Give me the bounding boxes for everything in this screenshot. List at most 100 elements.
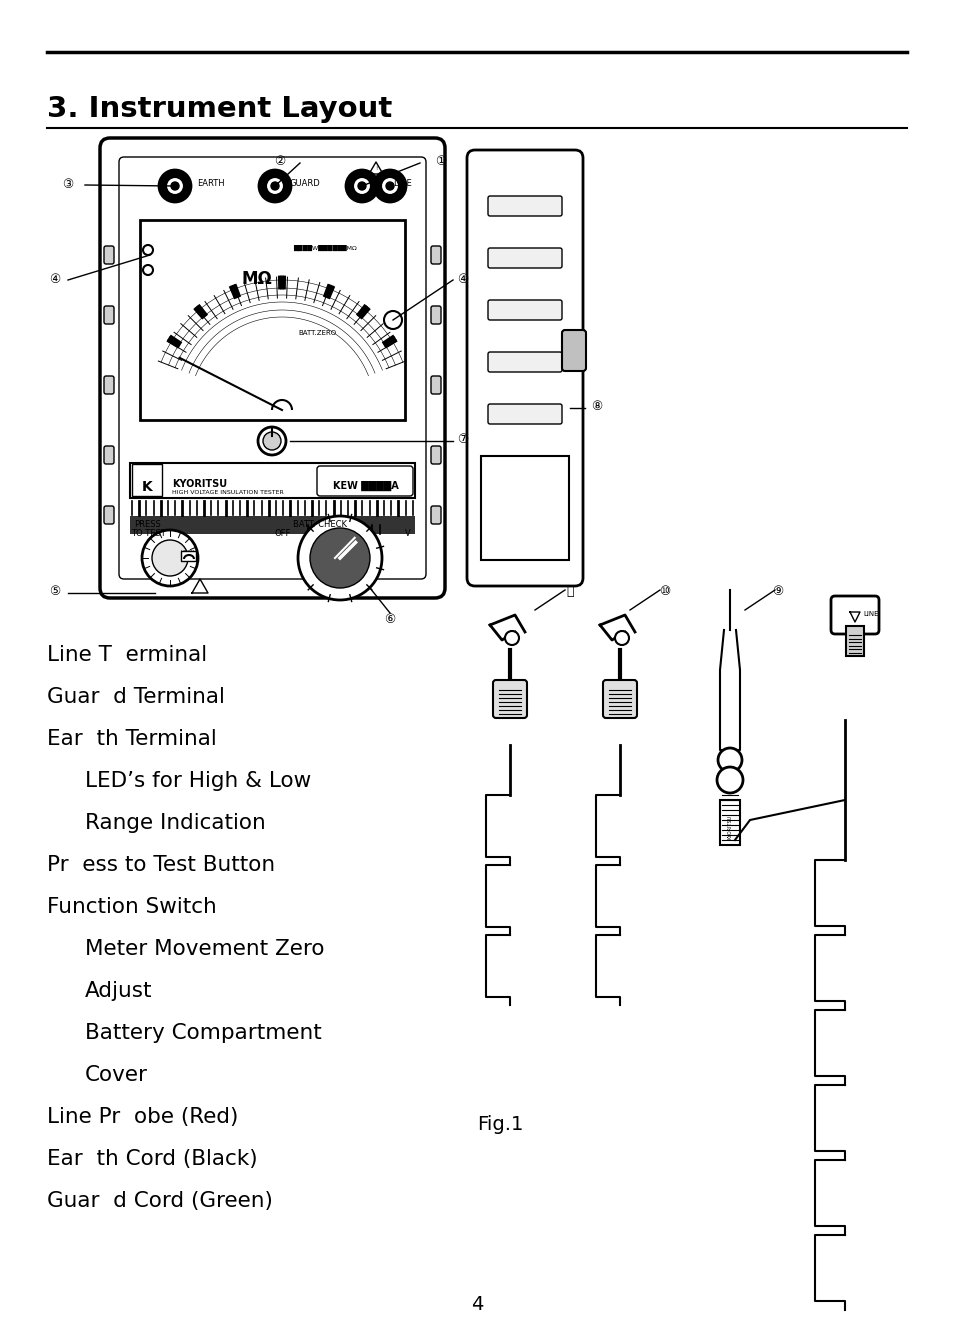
Circle shape — [297, 516, 381, 600]
Circle shape — [353, 177, 371, 195]
Text: TO TEST: TO TEST — [131, 530, 165, 538]
FancyBboxPatch shape — [493, 681, 526, 718]
Text: ⑨: ⑨ — [772, 585, 782, 598]
FancyBboxPatch shape — [431, 376, 440, 395]
Circle shape — [504, 632, 518, 645]
Text: Function Switch: Function Switch — [47, 896, 216, 918]
Circle shape — [384, 311, 401, 328]
Text: ⑦: ⑦ — [456, 433, 468, 446]
Text: Line T  erminal: Line T erminal — [47, 645, 207, 665]
FancyBboxPatch shape — [104, 376, 113, 395]
Circle shape — [171, 181, 179, 191]
Text: Guar  d Cord (Green): Guar d Cord (Green) — [47, 1192, 273, 1211]
FancyBboxPatch shape — [488, 196, 561, 216]
Circle shape — [142, 530, 198, 587]
Circle shape — [143, 265, 152, 275]
FancyBboxPatch shape — [100, 138, 444, 598]
Text: 3. Instrument Layout: 3. Instrument Layout — [47, 95, 392, 123]
Text: !: ! — [375, 166, 376, 171]
Text: Meter Movement Zero: Meter Movement Zero — [85, 939, 324, 959]
FancyBboxPatch shape — [132, 463, 162, 496]
Text: Line Pr  obe (Red): Line Pr obe (Red) — [47, 1107, 238, 1127]
Text: V: V — [405, 530, 411, 538]
Circle shape — [159, 169, 191, 203]
Text: ①: ① — [435, 155, 446, 168]
Text: ②: ② — [274, 155, 285, 168]
FancyBboxPatch shape — [488, 248, 561, 267]
FancyBboxPatch shape — [104, 246, 113, 263]
Text: KEW ████A: KEW ████A — [333, 481, 398, 491]
Text: PRESS: PRESS — [134, 520, 161, 530]
Circle shape — [357, 181, 366, 191]
Text: Battery Compartment: Battery Compartment — [85, 1023, 321, 1043]
Polygon shape — [720, 630, 740, 749]
Text: ③: ③ — [62, 177, 73, 191]
FancyBboxPatch shape — [488, 404, 561, 424]
Text: Range Indication: Range Indication — [85, 813, 266, 833]
FancyBboxPatch shape — [104, 306, 113, 324]
FancyBboxPatch shape — [431, 506, 440, 524]
FancyBboxPatch shape — [130, 463, 415, 498]
Text: ⑩: ⑩ — [659, 585, 670, 598]
Text: GUARD: GUARD — [290, 179, 320, 188]
FancyBboxPatch shape — [316, 466, 413, 496]
Circle shape — [257, 428, 286, 455]
Text: Ear  th Terminal: Ear th Terminal — [47, 730, 216, 749]
Text: ████W██████MΩ: ████W██████MΩ — [293, 245, 356, 252]
Text: LINE: LINE — [862, 610, 878, 617]
FancyBboxPatch shape — [845, 626, 863, 655]
Text: ⑤: ⑤ — [50, 585, 61, 598]
Text: ⑥: ⑥ — [384, 613, 395, 626]
Circle shape — [346, 169, 377, 203]
Text: ④: ④ — [456, 273, 468, 286]
Circle shape — [271, 181, 278, 191]
Text: Adjust: Adjust — [85, 981, 152, 1001]
FancyBboxPatch shape — [104, 506, 113, 524]
FancyBboxPatch shape — [181, 551, 196, 560]
Circle shape — [310, 528, 370, 588]
Circle shape — [615, 632, 628, 645]
FancyBboxPatch shape — [431, 246, 440, 263]
FancyBboxPatch shape — [130, 516, 415, 534]
FancyBboxPatch shape — [602, 681, 637, 718]
Circle shape — [266, 177, 284, 195]
Text: Ear  th Cord (Black): Ear th Cord (Black) — [47, 1149, 257, 1169]
Circle shape — [152, 540, 188, 576]
FancyBboxPatch shape — [720, 800, 740, 845]
Text: Guar  d Terminal: Guar d Terminal — [47, 687, 225, 707]
FancyBboxPatch shape — [119, 158, 426, 579]
FancyBboxPatch shape — [830, 596, 878, 634]
Text: LINE: LINE — [393, 179, 412, 188]
FancyBboxPatch shape — [431, 306, 440, 324]
FancyBboxPatch shape — [561, 330, 585, 371]
Text: 4: 4 — [471, 1295, 482, 1313]
Text: BATT. CHECK: BATT. CHECK — [293, 520, 347, 530]
Text: Pr  ess to Test Button: Pr ess to Test Button — [47, 855, 274, 875]
Text: ⑧: ⑧ — [591, 400, 602, 413]
FancyBboxPatch shape — [104, 446, 113, 463]
Text: LOCK: LOCK — [181, 549, 195, 555]
FancyBboxPatch shape — [488, 352, 561, 372]
FancyBboxPatch shape — [140, 220, 405, 420]
Text: K: K — [141, 481, 152, 494]
FancyBboxPatch shape — [488, 301, 561, 320]
Circle shape — [263, 432, 281, 450]
Circle shape — [717, 767, 742, 793]
Text: MΩ: MΩ — [241, 270, 273, 289]
Circle shape — [380, 177, 398, 195]
Circle shape — [166, 177, 184, 195]
Text: OFF: OFF — [274, 530, 291, 538]
Text: EARTH: EARTH — [196, 179, 224, 188]
FancyBboxPatch shape — [467, 150, 582, 587]
Circle shape — [718, 748, 741, 772]
Text: ⑪: ⑪ — [566, 585, 573, 598]
Text: KYORITSU: KYORITSU — [172, 479, 227, 489]
Text: HIGH VOLTAGE INSULATION TESTER: HIGH VOLTAGE INSULATION TESTER — [172, 490, 283, 495]
FancyBboxPatch shape — [480, 455, 568, 560]
Circle shape — [374, 169, 406, 203]
Text: Cover: Cover — [85, 1064, 148, 1084]
FancyBboxPatch shape — [431, 446, 440, 463]
Text: BATT.ZERO: BATT.ZERO — [297, 330, 335, 336]
Text: KYORITSU: KYORITSU — [727, 816, 732, 839]
Text: LED’s for High & Low: LED’s for High & Low — [85, 771, 311, 790]
